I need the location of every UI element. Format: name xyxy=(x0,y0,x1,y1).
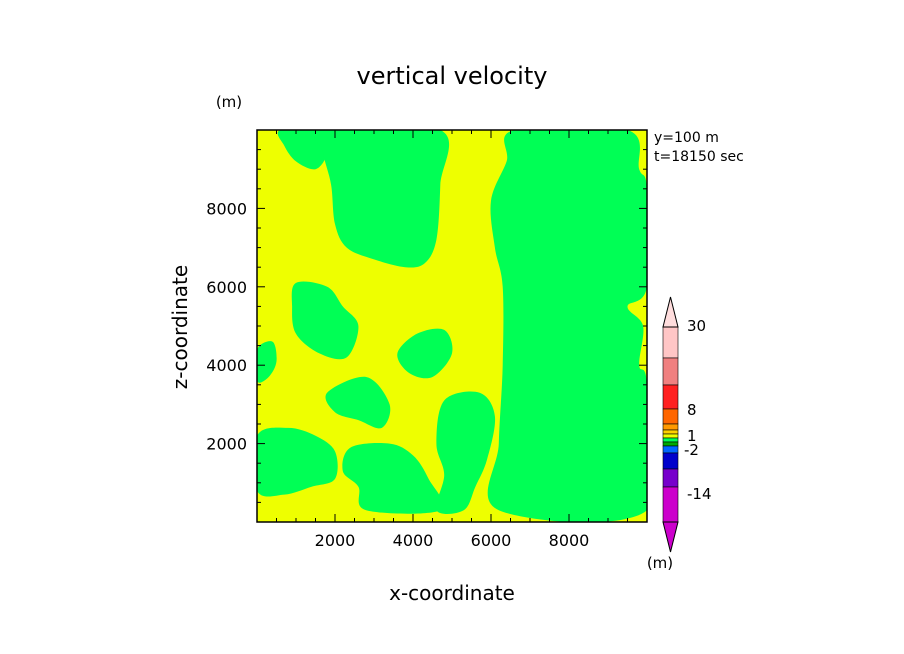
contour-region-green xyxy=(314,130,450,268)
contour-region-green xyxy=(397,328,453,379)
colorbar-segment xyxy=(662,384,679,410)
y-tick-label: 2000 xyxy=(206,435,247,454)
y-tick-label: 8000 xyxy=(206,199,247,218)
axis-ticks: 2000 4000 6000 8000 2000 4000 6000 8000 xyxy=(206,130,647,550)
contour-region-green xyxy=(291,281,359,360)
colorbar-segment xyxy=(662,408,679,425)
colorbar-segment xyxy=(662,445,679,454)
contour-region-green xyxy=(435,391,496,514)
y-axis-unit: (m) xyxy=(216,93,242,111)
colorbar-unit: (m) xyxy=(647,554,673,572)
colorbar-segment xyxy=(662,486,679,523)
contour-region-green xyxy=(257,341,277,383)
x-tick-label: 2000 xyxy=(315,531,356,550)
info-y-position: y=100 m xyxy=(654,130,719,146)
colorbar-label: 1 xyxy=(687,427,697,445)
info-time: t=18150 sec xyxy=(654,149,744,165)
colorbar-segment xyxy=(662,468,679,488)
colorbar-label: 30 xyxy=(687,317,706,335)
plot-area: 2000 4000 6000 8000 2000 4000 6000 8000 xyxy=(206,129,648,550)
colorbar-segment xyxy=(662,429,679,435)
contour-region-green xyxy=(342,442,444,514)
contour-region-green xyxy=(257,427,338,497)
colorbar: 30 8 1-2 -14 xyxy=(662,296,712,553)
colorbar-label: -2 xyxy=(684,441,699,459)
y-tick-label: 4000 xyxy=(206,356,247,375)
x-tick-label: 8000 xyxy=(549,531,590,550)
x-tick-label: 4000 xyxy=(393,531,434,550)
x-axis-label: x-coordinate xyxy=(389,581,515,605)
chart-title: vertical velocity xyxy=(357,62,548,90)
contour-region-green xyxy=(325,376,391,429)
colorbar-segment xyxy=(662,437,679,443)
colorbar-segment xyxy=(662,452,679,470)
colorbar-segment xyxy=(662,441,679,447)
y-tick-label: 6000 xyxy=(206,278,247,297)
colorbar-segment xyxy=(662,423,679,431)
colorbar-label: -14 xyxy=(687,485,712,503)
colorbar-segment xyxy=(662,433,679,439)
contour-region-green xyxy=(487,130,647,522)
colorbar-label: 8 xyxy=(687,401,697,419)
colorbar-segment xyxy=(662,357,679,386)
colorbar-segment xyxy=(662,326,679,359)
contour-regions xyxy=(257,130,647,522)
colorbar-top-arrow xyxy=(662,296,679,328)
colorbar-bottom-arrow xyxy=(662,521,679,553)
x-tick-label: 6000 xyxy=(471,531,512,550)
y-axis-label: z-coordinate xyxy=(168,265,192,389)
